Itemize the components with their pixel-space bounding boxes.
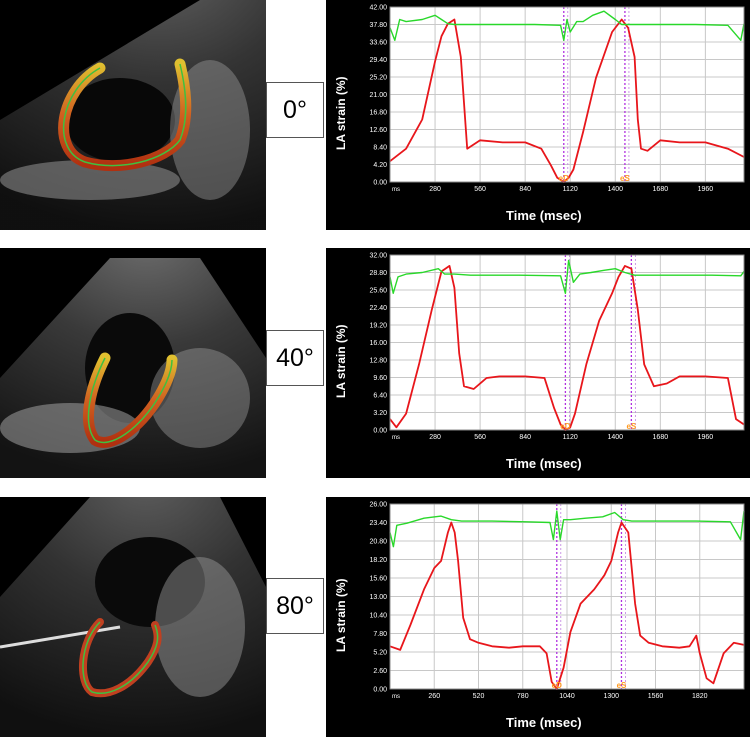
strain-plot-1: 0.00 3.20 6.40 9.60 12.80 16.00 19.20 22.40 25.6… bbox=[326, 248, 750, 478]
ecg-trace bbox=[389, 259, 745, 294]
x-tick-label: 280 bbox=[429, 186, 441, 193]
angle-label-0: 0° bbox=[266, 82, 324, 138]
y-tick-label: 5.20 bbox=[373, 650, 387, 657]
plot-frame bbox=[389, 254, 745, 431]
plot-frame bbox=[389, 6, 745, 183]
y-tick-label: 25.60 bbox=[369, 288, 387, 295]
angle-connector bbox=[266, 385, 324, 386]
y-tick-label: 16.80 bbox=[369, 110, 387, 117]
x-tick-label: 1400 bbox=[607, 186, 623, 193]
x-tick-label: 1680 bbox=[653, 186, 669, 193]
y-tick-label: 6.40 bbox=[373, 393, 387, 400]
x-tick-label: 1820 bbox=[692, 693, 708, 700]
ecg-trace bbox=[389, 510, 745, 548]
y-tick-label: 25.20 bbox=[369, 75, 387, 82]
strain-chart-1: 0.00 3.20 6.40 9.60 12.80 16.00 19.20 22.40 25.6… bbox=[369, 253, 745, 441]
x-tick-label: 1560 bbox=[648, 693, 664, 700]
x-tick-label: 840 bbox=[519, 186, 531, 193]
y-tick-label: 15.60 bbox=[369, 576, 387, 583]
echo-picture bbox=[0, 258, 266, 478]
x-axis-label: Time (msec) bbox=[506, 208, 582, 223]
x-unit-label: ms bbox=[392, 187, 400, 193]
marker-label: eD bbox=[560, 422, 570, 431]
y-tick-label: 19.20 bbox=[369, 323, 387, 330]
x-tick-label: 280 bbox=[429, 434, 441, 441]
y-tick-label: 42.00 bbox=[369, 5, 387, 12]
x-tick-label: 1400 bbox=[607, 434, 623, 441]
y-tick-label: 21.00 bbox=[369, 92, 387, 99]
strain-chart-2: 0.00 2.60 5.20 7.80 10.40 13.00 15.60 18.20 20.8… bbox=[369, 502, 745, 700]
x-tick-label: 780 bbox=[517, 693, 529, 700]
strain-curve bbox=[389, 521, 745, 690]
marker-label: eS bbox=[620, 174, 630, 183]
y-tick-label: 0.00 bbox=[373, 180, 387, 187]
y-tick-label: 32.00 bbox=[369, 253, 387, 260]
y-tick-label: 22.40 bbox=[369, 305, 387, 312]
strain-plot-2: 0.00 2.60 5.20 7.80 10.40 13.00 15.60 18.20 20.8… bbox=[326, 497, 750, 737]
angle-label-2: 80° bbox=[266, 578, 324, 634]
x-tick-label: 260 bbox=[428, 693, 440, 700]
x-tick-label: 560 bbox=[474, 186, 486, 193]
y-tick-label: 12.60 bbox=[369, 127, 387, 134]
x-tick-label: 840 bbox=[519, 434, 531, 441]
x-tick-label: 520 bbox=[473, 693, 485, 700]
y-tick-label: 37.80 bbox=[369, 22, 387, 29]
strain-curve bbox=[389, 18, 745, 183]
echo-image-2 bbox=[0, 497, 266, 737]
y-tick-label: 0.00 bbox=[373, 687, 387, 694]
y-tick-label: 3.20 bbox=[373, 410, 387, 417]
strain-chart-0: 0.00 4.20 8.40 12.60 16.80 21.00 25.20 29.40 33.… bbox=[369, 5, 745, 193]
angle-connector bbox=[266, 633, 324, 634]
y-tick-label: 13.00 bbox=[369, 594, 387, 601]
y-axis-label: LA strain (%) bbox=[334, 578, 348, 652]
y-tick-label: 29.40 bbox=[369, 57, 387, 64]
y-tick-label: 4.20 bbox=[373, 162, 387, 169]
angle-connector bbox=[266, 137, 324, 138]
y-tick-label: 23.40 bbox=[369, 520, 387, 527]
y-tick-label: 16.00 bbox=[369, 340, 387, 347]
strain-plot-0: 0.00 4.20 8.40 12.60 16.80 21.00 25.20 29.40 33.… bbox=[326, 0, 750, 230]
x-unit-label: ms bbox=[392, 694, 400, 700]
y-tick-label: 10.40 bbox=[369, 613, 387, 620]
y-tick-label: 18.20 bbox=[369, 557, 387, 564]
y-tick-label: 7.80 bbox=[373, 631, 387, 638]
y-tick-label: 33.60 bbox=[369, 40, 387, 47]
marker-label: eS bbox=[617, 681, 627, 690]
marker-label: eS bbox=[626, 422, 636, 431]
x-tick-label: 1040 bbox=[559, 693, 575, 700]
angle-label-1: 40° bbox=[266, 330, 324, 386]
x-axis-label: Time (msec) bbox=[506, 456, 582, 471]
y-axis-label: LA strain (%) bbox=[334, 76, 348, 150]
y-tick-label: 12.80 bbox=[369, 358, 387, 365]
ecg-trace bbox=[389, 10, 745, 41]
echo-image-0 bbox=[0, 0, 266, 230]
y-tick-label: 26.00 bbox=[369, 502, 387, 509]
y-tick-label: 0.00 bbox=[373, 428, 387, 435]
y-tick-label: 20.80 bbox=[369, 539, 387, 546]
marker-label: eD bbox=[559, 174, 569, 183]
x-tick-label: 1960 bbox=[698, 434, 714, 441]
y-tick-label: 8.40 bbox=[373, 145, 387, 152]
x-tick-label: 1120 bbox=[563, 434, 578, 441]
echo-picture bbox=[0, 497, 266, 737]
x-tick-label: 1300 bbox=[603, 693, 619, 700]
y-tick-label: 2.60 bbox=[373, 668, 387, 675]
x-unit-label: ms bbox=[392, 435, 400, 441]
echo-image-1 bbox=[0, 248, 266, 478]
echo-picture bbox=[0, 0, 266, 230]
x-tick-label: 1120 bbox=[563, 186, 578, 193]
x-tick-label: 560 bbox=[474, 434, 486, 441]
plot-frame bbox=[389, 503, 745, 690]
marker-label: eD bbox=[552, 681, 562, 690]
y-axis-label: LA strain (%) bbox=[334, 324, 348, 398]
x-tick-label: 1680 bbox=[653, 434, 669, 441]
x-tick-label: 1960 bbox=[698, 186, 714, 193]
x-axis-label: Time (msec) bbox=[506, 715, 582, 730]
y-tick-label: 9.60 bbox=[373, 375, 387, 382]
y-tick-label: 28.80 bbox=[369, 270, 387, 277]
